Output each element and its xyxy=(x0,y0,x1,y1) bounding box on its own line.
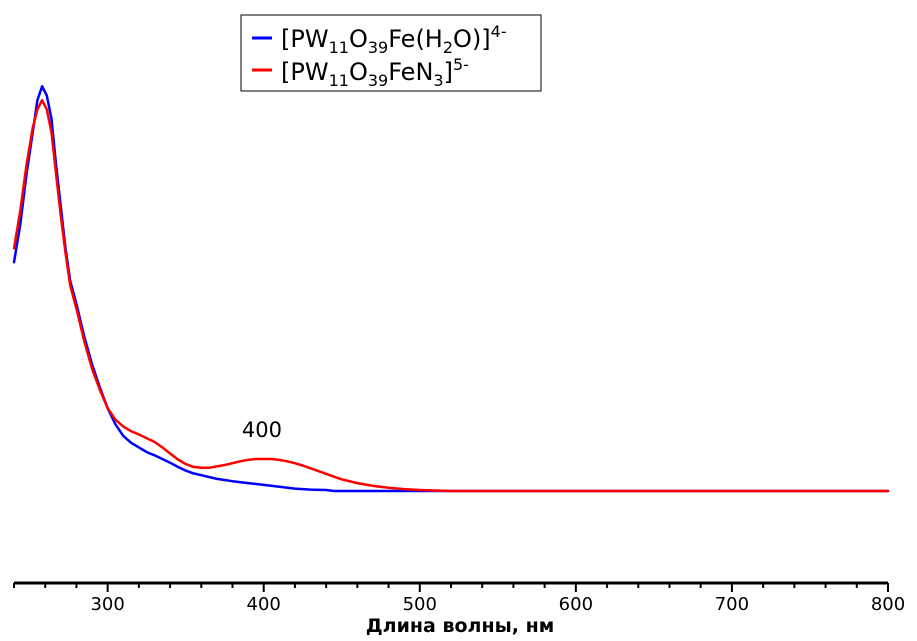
series-line-2 xyxy=(12,98,890,493)
legend-1-base: [PW xyxy=(281,25,329,53)
legend-2-base: [PW xyxy=(281,58,329,86)
legend-1-sub3: 2 xyxy=(443,38,453,57)
legend-1-sup: 4- xyxy=(491,22,507,41)
legend-label-series-1: [PW11O39Fe(H2O)]4- xyxy=(281,22,507,57)
x-tick-label: 800 xyxy=(871,594,905,615)
legend: [PW11O39Fe(H2O)]4- [PW11O39FeN3]5- xyxy=(240,14,542,92)
legend-2-end: ] xyxy=(444,58,453,86)
x-axis-title: Длина волны, нм xyxy=(366,615,555,637)
legend-2-mid2: FeN xyxy=(388,58,433,86)
legend-1-sub1: 11 xyxy=(329,38,349,57)
legend-2-sub3: 3 xyxy=(433,71,443,90)
legend-2-mid1: O xyxy=(349,58,368,86)
x-tick-label: 600 xyxy=(559,594,593,615)
x-tick-label: 500 xyxy=(403,594,437,615)
peak-annotation-400: 400 xyxy=(242,418,282,442)
series-line-1 xyxy=(12,85,890,493)
x-tick-label: 400 xyxy=(247,594,281,615)
legend-box xyxy=(240,14,542,92)
legend-1-end: O)] xyxy=(453,25,491,53)
legend-1-sub2: 39 xyxy=(368,38,388,57)
plot-area xyxy=(12,85,890,493)
legend-2-sub1: 11 xyxy=(329,71,349,90)
legend-label-series-2: [PW11O39FeN3]5- xyxy=(281,55,469,90)
legend-2-sup: 5- xyxy=(453,55,469,74)
x-tick-label: 700 xyxy=(715,594,749,615)
legend-2-sub2: 39 xyxy=(368,71,388,90)
x-tick-label: 300 xyxy=(90,594,124,615)
legend-1-mid1: O xyxy=(349,25,368,53)
x-axis: 300 400 500 600 700 800 xyxy=(13,581,905,615)
legend-1-mid2: Fe(H xyxy=(388,25,443,53)
